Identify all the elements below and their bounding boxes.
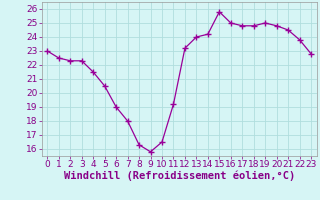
- X-axis label: Windchill (Refroidissement éolien,°C): Windchill (Refroidissement éolien,°C): [64, 171, 295, 181]
